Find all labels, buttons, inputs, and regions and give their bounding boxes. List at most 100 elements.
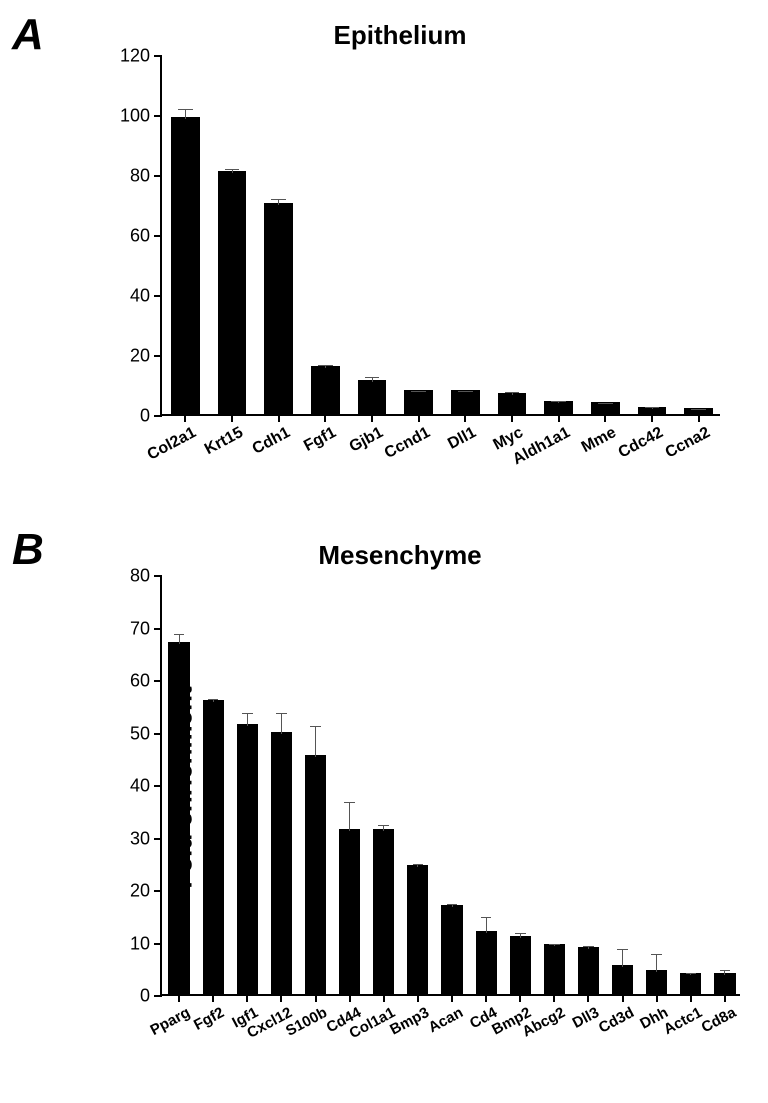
x-tick xyxy=(519,994,521,1002)
x-tick xyxy=(464,414,466,422)
x-tick xyxy=(587,994,589,1002)
y-tick-label: 60 xyxy=(130,226,162,247)
bar xyxy=(510,936,531,994)
y-tick-label: 50 xyxy=(130,723,162,744)
error-cap xyxy=(447,904,458,905)
y-tick-label: 80 xyxy=(130,566,162,587)
x-tick xyxy=(246,994,248,1002)
x-tick-label: Cdc42 xyxy=(616,424,667,462)
bar xyxy=(498,393,527,414)
error-bar xyxy=(281,713,282,734)
error-cap xyxy=(617,949,628,950)
error-cap xyxy=(481,917,492,918)
error-bar xyxy=(185,109,186,120)
x-tick xyxy=(184,414,186,422)
bar xyxy=(339,829,360,994)
error-cap xyxy=(318,365,332,366)
x-tick xyxy=(278,414,280,422)
x-tick xyxy=(417,994,419,1002)
x-tick-label: Ccna2 xyxy=(662,424,713,462)
error-cap xyxy=(411,391,425,392)
x-tick xyxy=(178,994,180,1002)
chart-b: Mesenchyme Fold enrichment 0102030405060… xyxy=(60,540,740,1080)
bar xyxy=(578,947,599,994)
x-tick xyxy=(315,994,317,1002)
bar xyxy=(237,724,258,994)
bar xyxy=(305,755,326,994)
error-cap xyxy=(583,946,594,947)
x-tick xyxy=(383,994,385,1002)
x-tick xyxy=(371,414,373,422)
bar xyxy=(451,390,480,414)
y-tick-label: 40 xyxy=(130,286,162,307)
panel-a-label: A xyxy=(12,10,44,60)
x-tick xyxy=(558,414,560,422)
error-cap xyxy=(598,403,612,404)
bar xyxy=(544,944,565,994)
x-tick-label: Mme xyxy=(579,424,620,457)
error-bar xyxy=(622,949,623,967)
x-tick-label: Cd3d xyxy=(595,1004,636,1037)
panel-b-label: B xyxy=(12,525,44,575)
bar xyxy=(203,700,224,994)
x-tick xyxy=(622,994,624,1002)
bar xyxy=(358,380,387,415)
error-cap xyxy=(378,825,389,826)
x-tick xyxy=(231,414,233,422)
x-tick-label: Pparg xyxy=(148,1004,194,1039)
bar xyxy=(612,965,633,994)
y-tick-label: 10 xyxy=(130,933,162,954)
y-tick-label: 20 xyxy=(130,346,162,367)
error-cap xyxy=(208,699,219,700)
x-tick xyxy=(651,414,653,422)
x-tick xyxy=(553,994,555,1002)
x-tick xyxy=(656,994,658,1002)
error-cap xyxy=(515,933,526,934)
x-tick xyxy=(280,994,282,1002)
x-tick xyxy=(485,994,487,1002)
x-tick-label: Acan xyxy=(426,1004,466,1036)
x-tick xyxy=(451,994,453,1002)
bar xyxy=(680,973,701,994)
error-bar xyxy=(247,713,248,726)
error-cap xyxy=(271,199,285,200)
error-cap xyxy=(720,970,731,971)
x-tick xyxy=(604,414,606,422)
error-cap xyxy=(686,973,697,974)
error-cap xyxy=(458,391,472,392)
x-tick xyxy=(690,994,692,1002)
bar xyxy=(441,905,462,994)
x-tick-label: Fgf2 xyxy=(191,1004,227,1034)
bar xyxy=(404,390,433,414)
error-cap xyxy=(276,713,287,714)
x-tick xyxy=(418,414,420,422)
x-tick xyxy=(212,994,214,1002)
error-cap xyxy=(365,377,379,378)
error-cap xyxy=(178,109,192,110)
x-tick xyxy=(324,414,326,422)
bar xyxy=(373,829,394,994)
error-cap xyxy=(242,713,253,714)
x-tick-label: Cdh1 xyxy=(249,424,293,459)
bar xyxy=(407,865,428,994)
error-bar xyxy=(315,726,316,758)
bar xyxy=(544,401,573,415)
error-cap xyxy=(691,409,705,410)
x-tick-label: Ccnd1 xyxy=(381,424,433,463)
x-tick-label: Fgf1 xyxy=(302,424,340,456)
page: A Epithelium Fold enrichment 02040608010… xyxy=(0,0,768,1103)
x-tick xyxy=(349,994,351,1002)
error-cap xyxy=(413,864,424,865)
chart-a: Epithelium Fold enrichment 0204060801001… xyxy=(60,20,740,490)
error-bar xyxy=(486,917,487,933)
x-tick-label: Krt15 xyxy=(202,424,247,459)
x-tick-label: Dll3 xyxy=(570,1004,602,1032)
x-tick-label: Gjb1 xyxy=(347,424,387,457)
y-tick-label: 30 xyxy=(130,828,162,849)
bar xyxy=(218,171,247,414)
bar xyxy=(646,970,667,994)
chart-a-plot: 020406080100120Col2a1Krt15Cdh1Fgf1Gjb1Cc… xyxy=(160,56,720,416)
bar xyxy=(168,642,189,994)
bar xyxy=(311,366,340,414)
bar xyxy=(264,203,293,415)
